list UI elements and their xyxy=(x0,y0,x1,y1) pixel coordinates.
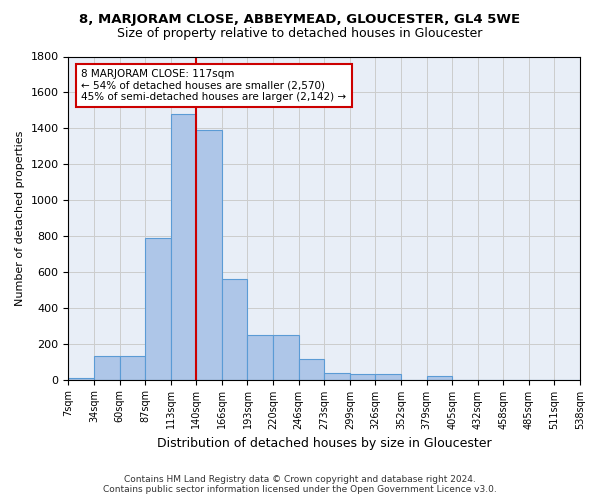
Bar xyxy=(68,378,94,380)
Bar xyxy=(196,130,222,380)
Text: 8 MARJORAM CLOSE: 117sqm
← 54% of detached houses are smaller (2,570)
45% of sem: 8 MARJORAM CLOSE: 117sqm ← 54% of detach… xyxy=(81,69,346,102)
Text: Contains HM Land Registry data © Crown copyright and database right 2024.
Contai: Contains HM Land Registry data © Crown c… xyxy=(103,474,497,494)
Bar xyxy=(350,374,376,380)
Bar xyxy=(94,356,119,380)
X-axis label: Distribution of detached houses by size in Gloucester: Distribution of detached houses by size … xyxy=(157,437,491,450)
Y-axis label: Number of detached properties: Number of detached properties xyxy=(15,130,25,306)
Bar xyxy=(427,376,452,380)
Bar xyxy=(171,114,196,380)
Text: Size of property relative to detached houses in Gloucester: Size of property relative to detached ho… xyxy=(118,28,482,40)
Bar xyxy=(299,359,324,380)
Text: 8, MARJORAM CLOSE, ABBEYMEAD, GLOUCESTER, GL4 5WE: 8, MARJORAM CLOSE, ABBEYMEAD, GLOUCESTER… xyxy=(79,12,521,26)
Bar xyxy=(222,279,247,380)
Bar xyxy=(119,356,145,380)
Bar xyxy=(273,334,299,380)
Bar xyxy=(324,374,350,380)
Bar xyxy=(247,334,273,380)
Bar xyxy=(376,374,401,380)
Bar xyxy=(145,238,171,380)
